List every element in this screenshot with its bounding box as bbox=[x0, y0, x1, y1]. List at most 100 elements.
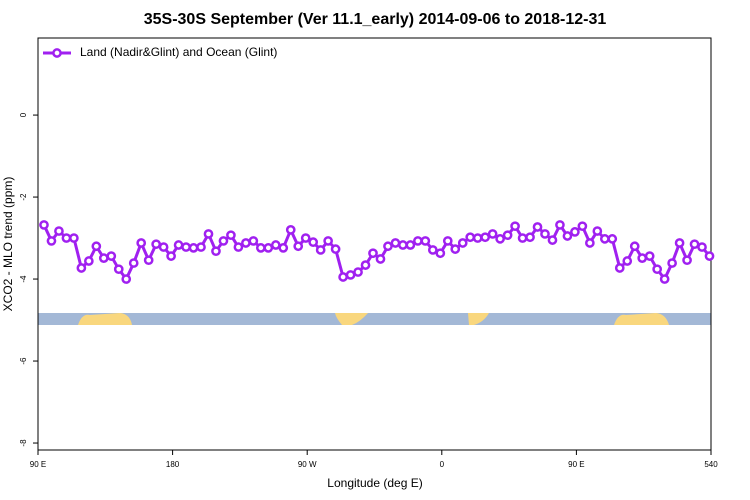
point bbox=[525, 232, 535, 243]
point bbox=[555, 220, 565, 230]
point bbox=[607, 234, 618, 244]
point bbox=[659, 274, 670, 284]
point bbox=[300, 233, 311, 243]
x-tick-label: 540 bbox=[704, 460, 718, 469]
point bbox=[383, 241, 393, 252]
point bbox=[472, 233, 483, 243]
point bbox=[106, 251, 117, 261]
point bbox=[353, 267, 363, 277]
y-tick-label: -6 bbox=[19, 357, 28, 365]
point bbox=[697, 242, 707, 252]
point bbox=[487, 229, 498, 239]
point bbox=[181, 242, 191, 252]
y-tick-label: -4 bbox=[19, 275, 28, 283]
land-shape bbox=[468, 313, 489, 325]
x-axis-label: Longitude (deg E) bbox=[327, 476, 422, 490]
point bbox=[644, 251, 655, 261]
point bbox=[293, 241, 304, 252]
point bbox=[255, 243, 266, 253]
point bbox=[495, 234, 505, 244]
point bbox=[121, 274, 132, 284]
point bbox=[263, 243, 274, 253]
point bbox=[113, 264, 124, 275]
point bbox=[704, 251, 715, 261]
point bbox=[532, 222, 543, 232]
legend-label: Land (Nadir&Glint) and Ocean (Glint) bbox=[80, 45, 277, 59]
point bbox=[46, 236, 57, 246]
point bbox=[151, 239, 161, 250]
point bbox=[465, 232, 476, 243]
point bbox=[270, 240, 281, 250]
x-tick-label: 90 W bbox=[298, 460, 317, 469]
x-tick-label: 180 bbox=[166, 460, 180, 469]
point bbox=[368, 248, 378, 259]
point bbox=[652, 264, 663, 275]
point bbox=[76, 263, 87, 273]
point bbox=[39, 220, 49, 230]
point bbox=[427, 245, 438, 255]
x-tick-label: 0 bbox=[440, 460, 445, 469]
point bbox=[405, 240, 416, 250]
point bbox=[158, 242, 169, 252]
chart-title: 35S-30S September (Ver 11.1_early) 2014-… bbox=[144, 11, 607, 28]
point bbox=[585, 238, 595, 248]
point bbox=[674, 238, 685, 248]
plot-frame bbox=[37, 37, 712, 451]
point bbox=[233, 242, 244, 252]
y-tick-label: 0 bbox=[19, 112, 28, 117]
point bbox=[510, 221, 520, 232]
point bbox=[570, 227, 580, 237]
point bbox=[338, 272, 348, 282]
point bbox=[562, 231, 573, 241]
point bbox=[435, 248, 446, 259]
point bbox=[248, 236, 259, 246]
point bbox=[98, 253, 109, 263]
land-shape bbox=[614, 313, 669, 325]
point bbox=[330, 244, 341, 254]
point bbox=[442, 236, 453, 246]
point bbox=[308, 237, 319, 248]
point bbox=[91, 241, 102, 252]
point bbox=[136, 238, 147, 248]
point bbox=[398, 240, 408, 250]
point bbox=[420, 236, 431, 246]
land-shape bbox=[78, 313, 132, 325]
point bbox=[285, 225, 296, 235]
point bbox=[667, 258, 677, 268]
point bbox=[540, 229, 550, 239]
point bbox=[577, 221, 588, 232]
point bbox=[413, 236, 423, 246]
point bbox=[360, 260, 371, 270]
point bbox=[173, 240, 184, 250]
point bbox=[69, 233, 79, 243]
point bbox=[211, 246, 221, 257]
point bbox=[682, 255, 692, 266]
legend-marker bbox=[52, 48, 62, 58]
y-axis-label: XCO2 - MLO trend (ppm) bbox=[1, 177, 15, 312]
point bbox=[599, 234, 610, 244]
point bbox=[323, 236, 333, 246]
point bbox=[83, 256, 94, 266]
point bbox=[166, 251, 176, 261]
y-tick-label: -2 bbox=[19, 193, 28, 201]
point bbox=[502, 230, 513, 241]
point bbox=[629, 241, 640, 252]
point bbox=[637, 253, 648, 263]
x-tick-label: 90 E bbox=[568, 460, 584, 469]
point bbox=[196, 242, 206, 252]
point bbox=[457, 238, 468, 248]
point bbox=[128, 258, 139, 268]
point bbox=[450, 244, 461, 254]
point bbox=[218, 236, 229, 246]
point bbox=[689, 239, 700, 250]
point bbox=[54, 226, 64, 236]
point bbox=[315, 245, 326, 255]
point bbox=[241, 238, 251, 248]
point bbox=[390, 238, 401, 248]
point bbox=[480, 232, 491, 243]
point bbox=[226, 230, 236, 241]
point bbox=[592, 226, 603, 236]
map-strip bbox=[38, 313, 711, 325]
y-tick-label: -8 bbox=[19, 439, 28, 447]
